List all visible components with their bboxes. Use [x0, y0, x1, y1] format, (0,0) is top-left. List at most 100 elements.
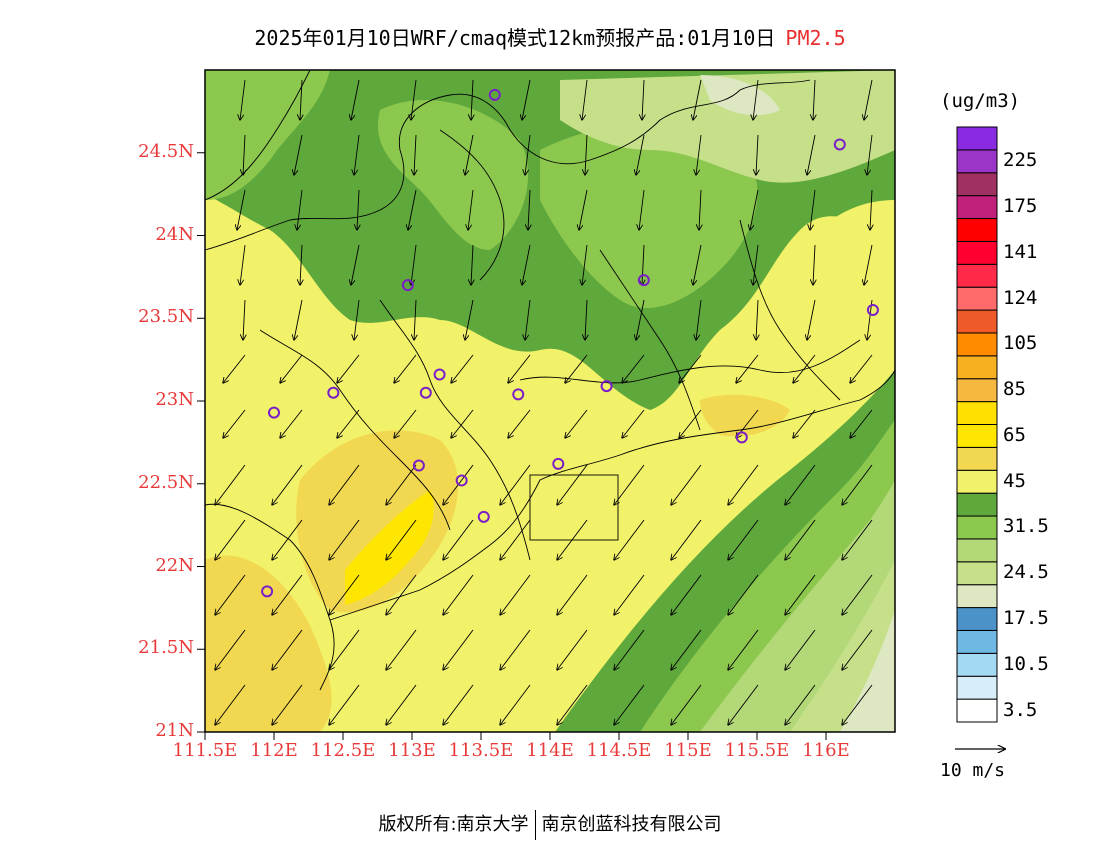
wind-arrow-75 — [394, 409, 417, 438]
wind-arrow-28 — [468, 189, 474, 230]
wind-arrow-92 — [671, 464, 702, 505]
wind-arrow-117 — [728, 574, 759, 615]
station-markers — [261, 88, 879, 598]
wind-arrow-82 — [793, 409, 816, 438]
wind-arrow-20 — [696, 134, 702, 175]
wind-arrow-56 — [696, 299, 702, 340]
wind-arrow-94 — [785, 464, 816, 505]
wind-arrow-58 — [807, 299, 816, 340]
wind-arrow-12 — [243, 134, 245, 175]
wind-arrow-85 — [272, 464, 303, 505]
city-boundary-6 — [439, 129, 505, 281]
wind-arrow-18 — [585, 134, 587, 175]
colorbar-label-1: 10.5 — [1003, 652, 1049, 675]
wind-arrow-3 — [411, 79, 417, 120]
wind-arrow-37 — [300, 244, 302, 285]
wind-arrow-78 — [565, 409, 588, 438]
colorbar-label-5: 45 — [1003, 469, 1026, 492]
wind-arrow-137 — [500, 684, 531, 725]
footer: 版权所有:南京大学 南京创蓝科技有限公司 — [0, 810, 1100, 840]
wind-arrow-72 — [223, 409, 246, 438]
wind-arrow-118 — [785, 574, 816, 615]
colorbar-label-4: 31.5 — [1003, 515, 1049, 538]
x-tick-label-3: 113E — [388, 740, 436, 761]
wind-arrow-129 — [728, 629, 759, 670]
colorbar-segment-16 — [956, 332, 998, 357]
y-tick-label-4: 23N — [155, 389, 194, 410]
station-marker-3 — [637, 274, 650, 287]
wind-arrow-126 — [557, 629, 588, 670]
wind-arrow-142 — [785, 684, 816, 725]
x-tick-label-1: 112E — [250, 740, 298, 761]
wind-arrow-107 — [842, 519, 873, 560]
wind-arrow-44 — [693, 244, 702, 285]
wind-arrow-62 — [337, 354, 360, 383]
field-green-nw — [205, 70, 330, 200]
wind-arrow-60 — [223, 354, 246, 383]
station-marker-15 — [477, 510, 490, 523]
colorbar-label-10: 141 — [1003, 240, 1038, 263]
colorbar-segment-18 — [956, 286, 998, 311]
wind-arrow-15 — [414, 134, 416, 175]
title-main: 2025年01月10日WRF/cmaq模式12km预报产品:01月10日 — [254, 26, 776, 50]
colorbar-segment-1 — [956, 675, 998, 700]
wind-arrow-0 — [240, 79, 246, 120]
wind-arrow-105 — [728, 519, 759, 560]
y-tick-label-5: 23.5N — [138, 306, 194, 328]
wind-arrow-61 — [280, 354, 303, 383]
station-marker-14 — [552, 457, 565, 470]
wind-arrow-52 — [465, 299, 474, 340]
wind-arrow-76 — [451, 409, 474, 438]
city-boundary-4 — [599, 249, 701, 431]
wind-arrow-133 — [272, 684, 303, 725]
wind-arrow-110 — [329, 574, 360, 615]
colorbar-segment-14 — [956, 378, 998, 403]
prov-north-boundary — [205, 79, 811, 251]
wind-arrow-21 — [756, 134, 758, 175]
x-tick-label-5: 114E — [526, 740, 574, 761]
wind-arrow-16 — [465, 134, 474, 175]
wind-arrow-17 — [525, 134, 531, 175]
y-tick-label-1: 21.5N — [138, 637, 194, 659]
colorbar-segment-4 — [956, 607, 998, 631]
wind-arrow-136 — [443, 684, 474, 725]
x-tick-label-8: 115.5E — [724, 740, 790, 761]
colorbar-label-2: 17.5 — [1003, 607, 1049, 630]
wind-arrow-123 — [386, 629, 417, 670]
wind-arrow-6 — [582, 79, 588, 120]
colorbar-label-11: 175 — [1003, 195, 1038, 218]
wind-arrow-25 — [297, 189, 303, 230]
wind-arrow-32 — [699, 189, 701, 230]
wind-arrow-1 — [300, 79, 302, 120]
station-marker-10 — [600, 380, 613, 393]
wind-arrow-115 — [614, 574, 645, 615]
y-tick-label-2: 22N — [155, 554, 194, 576]
colorbar-segment-25 — [956, 126, 998, 151]
wind-arrow-90 — [557, 464, 588, 505]
map-title: 2025年01月10日WRF/cmaq模式12km预报产品:01月10日 PM2.… — [0, 22, 1100, 51]
wind-arrow-64 — [451, 354, 474, 383]
y-tick-label-0: 21N — [155, 720, 194, 741]
wind-arrow-27 — [408, 189, 417, 230]
x-tick-label-0: 111.5E — [172, 740, 238, 761]
wind-arrow-10 — [813, 79, 815, 120]
station-marker-16 — [261, 585, 274, 598]
wind-arrow-99 — [386, 519, 417, 560]
wind-arrow-49 — [294, 299, 303, 340]
wind-arrow-143 — [842, 684, 873, 725]
colorbar-segment-24 — [956, 149, 998, 174]
wind-arrow-125 — [500, 629, 531, 670]
station-marker-4 — [866, 303, 879, 316]
colorbar-segment-21 — [956, 218, 998, 242]
wind-arrow-134 — [329, 684, 360, 725]
x-tick-label-4: 113.5E — [448, 740, 514, 761]
wind-arrow-93 — [728, 464, 759, 505]
coastline-west — [205, 503, 335, 691]
wind-arrow-11 — [864, 79, 873, 120]
colorbar-segment-13 — [956, 401, 998, 426]
wind-arrow-71 — [850, 354, 873, 383]
wind-arrow-31 — [639, 189, 645, 230]
city-boundary-7 — [205, 70, 311, 201]
wind-arrow-100 — [443, 519, 474, 560]
wind-arrow-101 — [500, 519, 531, 560]
